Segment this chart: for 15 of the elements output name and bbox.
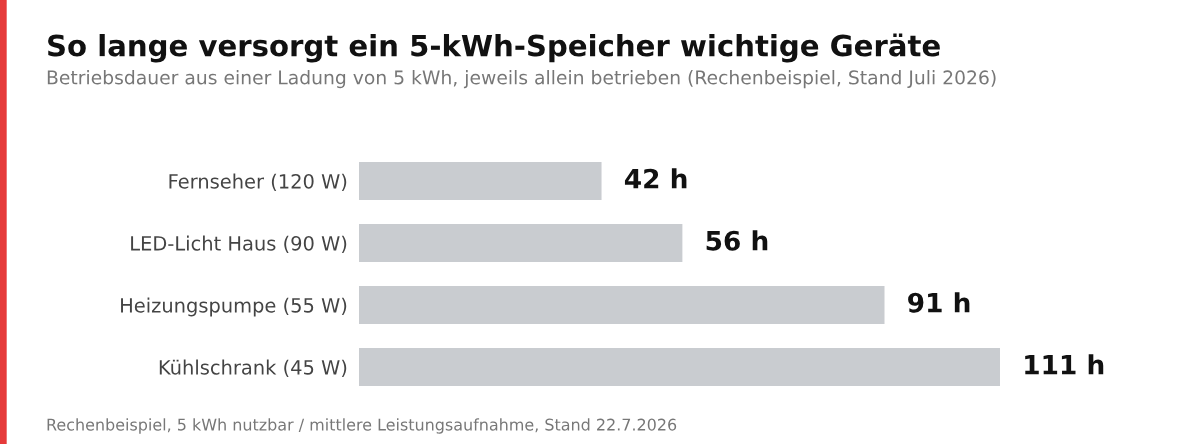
data-label: 56 h — [706, 230, 768, 251]
text: Rechenbeispiel, 5 kWh nutzbar / mittlere Leistungsaufnahme, Stand 22.7.2026 — [47, 418, 677, 434]
y-tick-label: Kühlschrank (45 W) — [159, 359, 347, 377]
chart-subtitle: Betriebsdauer aus einer Ladung von 5 kWh, jeweils allein betrieben (Rechenbeispiel, Stand Juli 2026) — [47, 70, 996, 89]
data-label: 111 h — [1025, 354, 1104, 375]
y-tick-label: Fernseher (120 W) — [169, 173, 347, 191]
data-label: 42 h — [624, 168, 687, 189]
bar — [359, 348, 1000, 386]
bar — [359, 162, 602, 200]
bar — [359, 224, 683, 262]
y-tick-label: Heizungspumpe (55 W) — [121, 297, 347, 317]
bar — [359, 286, 885, 324]
chart-title: So lange versorgt ein 5-kWh-Speicher wichtige Geräte — [48, 33, 940, 63]
y-tick-label: LED-Licht Haus (90 W) — [131, 235, 347, 253]
data-label: 91 h — [908, 292, 970, 313]
